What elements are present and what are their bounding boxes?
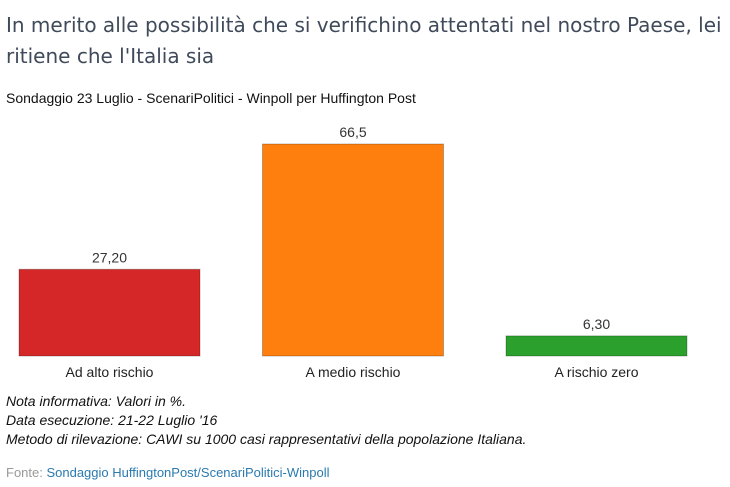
chart-subtitle: Sondaggio 23 Luglio - ScenariPolitici - … (6, 90, 416, 106)
bar-value-label-2: 66,5 (339, 124, 366, 140)
bar-3 (505, 335, 688, 357)
source-link[interactable]: Sondaggio HuffingtonPost/ScenariPolitici… (46, 465, 330, 480)
category-label-1: Ad alto rischio (66, 364, 154, 380)
source-prefix: Fonte: (6, 465, 47, 480)
chart-notes: Nota informativa: Valori in %. Data esec… (6, 392, 526, 449)
note-line-date: Data esecuzione: 21-22 Luglio '16 (6, 412, 218, 428)
category-label-3: A rischio zero (554, 364, 638, 380)
bar-1 (18, 268, 201, 357)
bar-value-label-3: 6,30 (583, 316, 610, 332)
bar-2 (262, 143, 444, 357)
source-line: Fonte: Sondaggio HuffingtonPost/ScenariP… (6, 465, 330, 480)
bar-chart: 27,20 Ad alto rischio 66,5 A medio rischio 6… (18, 124, 688, 380)
note-line-method: Metodo di rilevazione: CAWI su 1000 casi… (6, 431, 527, 447)
chart-title: In merito alle possibilità che si verifi… (6, 13, 722, 68)
category-label-2: A medio rischio (306, 364, 401, 380)
note-line-info: Nota informativa: Valori in %. (6, 393, 186, 409)
bar-value-label-1: 27,20 (92, 249, 127, 265)
